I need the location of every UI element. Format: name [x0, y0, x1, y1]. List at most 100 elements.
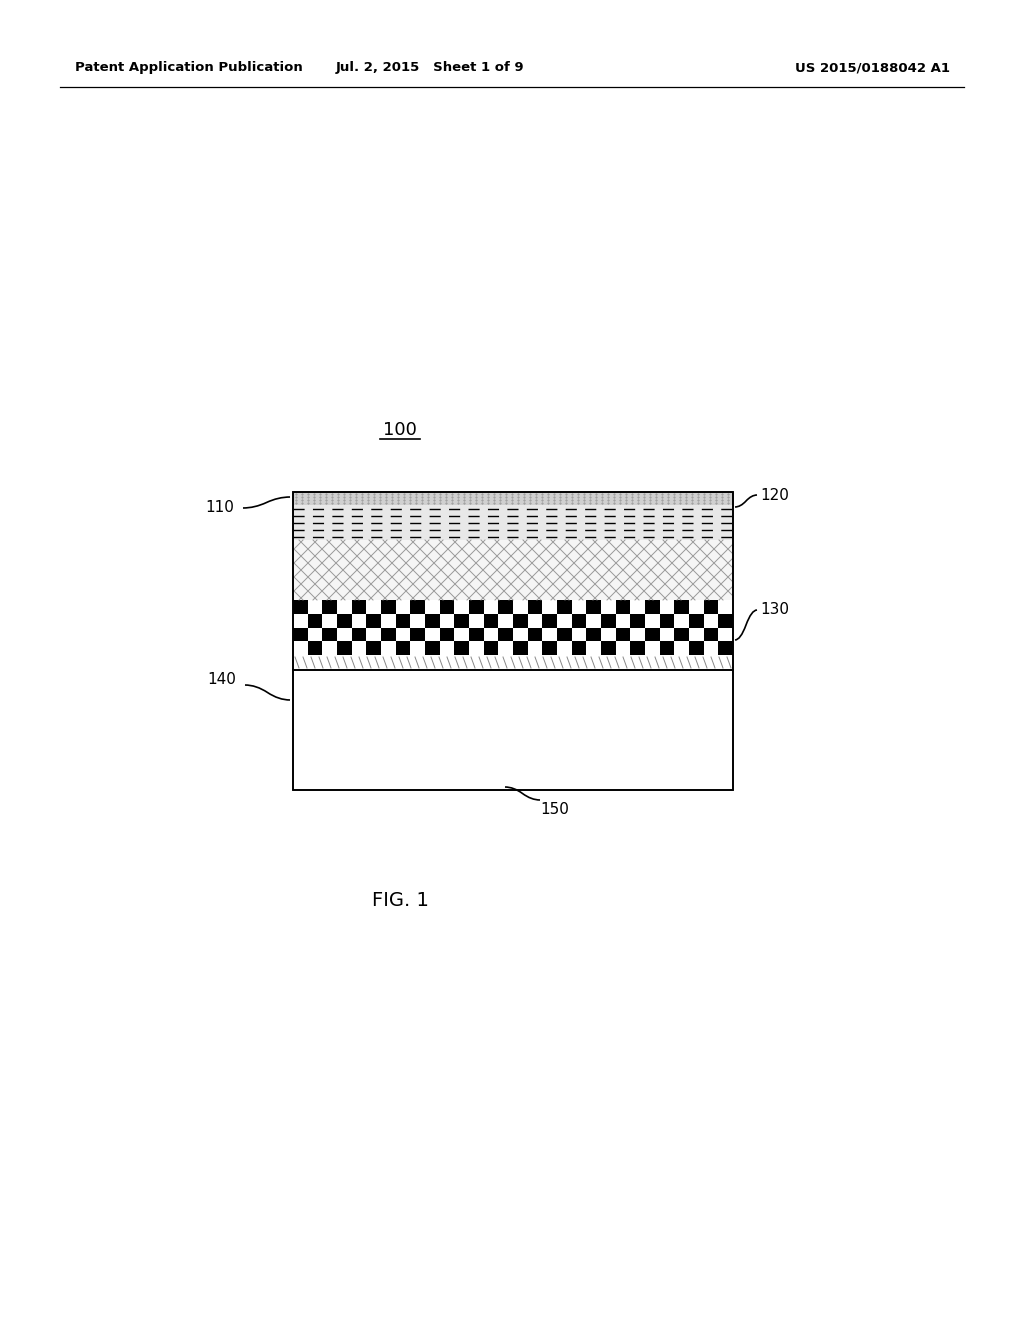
- Bar: [675, 627, 689, 642]
- Bar: [307, 614, 323, 627]
- Bar: [601, 601, 615, 614]
- Bar: [571, 601, 587, 614]
- Text: FIG. 1: FIG. 1: [372, 891, 428, 909]
- Bar: [367, 614, 381, 627]
- Bar: [351, 642, 367, 655]
- Bar: [527, 642, 543, 655]
- Bar: [381, 642, 395, 655]
- Bar: [455, 642, 469, 655]
- Bar: [293, 671, 733, 789]
- Bar: [718, 601, 733, 614]
- Bar: [469, 627, 483, 642]
- Bar: [439, 614, 455, 627]
- Bar: [703, 614, 718, 627]
- Bar: [499, 601, 513, 614]
- Bar: [293, 601, 307, 614]
- Bar: [718, 627, 733, 642]
- Bar: [703, 627, 718, 642]
- Bar: [351, 601, 367, 614]
- Bar: [411, 642, 425, 655]
- Bar: [483, 642, 499, 655]
- Bar: [543, 614, 557, 627]
- Bar: [323, 627, 337, 642]
- Bar: [543, 627, 557, 642]
- Bar: [631, 642, 645, 655]
- Text: 100: 100: [383, 421, 417, 440]
- Bar: [615, 614, 631, 627]
- Bar: [337, 614, 351, 627]
- Bar: [587, 627, 601, 642]
- Bar: [601, 614, 615, 627]
- Bar: [293, 506, 733, 540]
- Text: 140: 140: [208, 672, 237, 688]
- Text: Jul. 2, 2015   Sheet 1 of 9: Jul. 2, 2015 Sheet 1 of 9: [336, 62, 524, 74]
- Bar: [675, 614, 689, 627]
- Bar: [718, 614, 733, 627]
- Bar: [689, 642, 703, 655]
- Bar: [425, 614, 439, 627]
- Text: Patent Application Publication: Patent Application Publication: [75, 62, 303, 74]
- Bar: [381, 614, 395, 627]
- Bar: [513, 642, 527, 655]
- Bar: [527, 601, 543, 614]
- Bar: [293, 492, 733, 506]
- Bar: [587, 642, 601, 655]
- Bar: [439, 642, 455, 655]
- Bar: [615, 601, 631, 614]
- Bar: [703, 601, 718, 614]
- Bar: [425, 601, 439, 614]
- Bar: [469, 642, 483, 655]
- Bar: [337, 642, 351, 655]
- Text: 130: 130: [760, 602, 790, 618]
- Bar: [293, 540, 733, 601]
- Bar: [675, 642, 689, 655]
- Bar: [571, 627, 587, 642]
- Bar: [703, 642, 718, 655]
- Bar: [381, 627, 395, 642]
- Bar: [557, 614, 571, 627]
- Bar: [455, 627, 469, 642]
- Bar: [527, 627, 543, 642]
- Text: 110: 110: [206, 500, 234, 516]
- Bar: [469, 614, 483, 627]
- Bar: [395, 601, 411, 614]
- Text: US 2015/0188042 A1: US 2015/0188042 A1: [795, 62, 950, 74]
- Bar: [455, 614, 469, 627]
- Bar: [718, 642, 733, 655]
- Bar: [425, 627, 439, 642]
- Bar: [645, 614, 659, 627]
- Text: 150: 150: [541, 803, 569, 817]
- Bar: [499, 642, 513, 655]
- Bar: [645, 642, 659, 655]
- Bar: [659, 642, 675, 655]
- Bar: [411, 614, 425, 627]
- Bar: [587, 601, 601, 614]
- Bar: [439, 627, 455, 642]
- Bar: [659, 601, 675, 614]
- Bar: [631, 614, 645, 627]
- Bar: [395, 627, 411, 642]
- Bar: [483, 627, 499, 642]
- Bar: [381, 601, 395, 614]
- Bar: [689, 601, 703, 614]
- Bar: [411, 601, 425, 614]
- Bar: [307, 642, 323, 655]
- Bar: [307, 601, 323, 614]
- Bar: [293, 655, 733, 671]
- Bar: [323, 642, 337, 655]
- Bar: [645, 627, 659, 642]
- Bar: [615, 627, 631, 642]
- Bar: [689, 627, 703, 642]
- Bar: [675, 601, 689, 614]
- Bar: [513, 601, 527, 614]
- Bar: [543, 601, 557, 614]
- Bar: [351, 614, 367, 627]
- Bar: [601, 627, 615, 642]
- Bar: [483, 614, 499, 627]
- Bar: [557, 627, 571, 642]
- Text: 120: 120: [760, 487, 788, 503]
- Bar: [499, 627, 513, 642]
- Bar: [323, 614, 337, 627]
- Bar: [645, 601, 659, 614]
- Bar: [689, 614, 703, 627]
